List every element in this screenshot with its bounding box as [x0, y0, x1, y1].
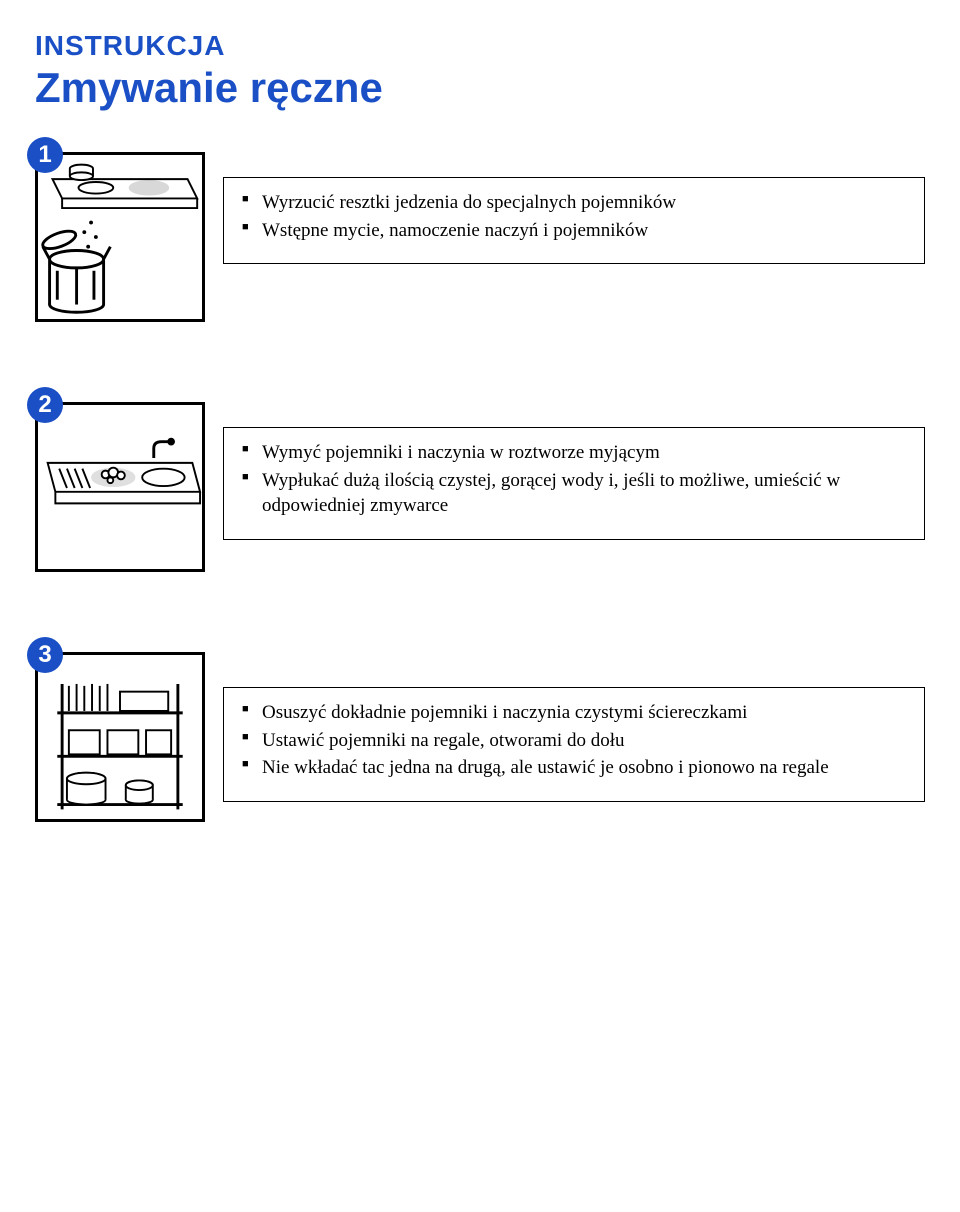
- step-3-illustration: [35, 652, 205, 822]
- step-3: 3: [35, 652, 925, 822]
- step-1-bullet-1: Wyrzucić resztki jedzenia do specjalnych…: [262, 190, 906, 216]
- step-1-illustration: [35, 152, 205, 322]
- step-3-bullet-2: Ustawić pojemniki na regale, otworami do…: [262, 728, 906, 754]
- step-3-textbox: Osuszyć dokładnie pojemniki i naczynia c…: [223, 687, 925, 802]
- step-1: 1: [35, 152, 925, 322]
- step-3-bullet-3: Nie wkładać tac jedna na drugą, ale usta…: [262, 755, 906, 781]
- step-number-3: 3: [27, 637, 63, 673]
- title-line2: Zmywanie ręczne: [35, 64, 925, 112]
- step-number-1: 1: [27, 137, 63, 173]
- step-1-textbox: Wyrzucić resztki jedzenia do specjalnych…: [223, 177, 925, 264]
- step-2: 2: [35, 402, 925, 572]
- step-2-illustration: [35, 402, 205, 572]
- title-line1: INSTRUKCJA: [35, 30, 925, 62]
- step-2-bullet-2: Wypłukać dużą ilością czystej, gorącej w…: [262, 468, 906, 519]
- step-3-bullet-1: Osuszyć dokładnie pojemniki i naczynia c…: [262, 700, 906, 726]
- step-2-bullet-1: Wymyć pojemniki i naczynia w roztworze m…: [262, 440, 906, 466]
- step-2-textbox: Wymyć pojemniki i naczynia w roztworze m…: [223, 427, 925, 540]
- step-number-2: 2: [27, 387, 63, 423]
- step-1-bullet-2: Wstępne mycie, namoczenie naczyń i pojem…: [262, 218, 906, 244]
